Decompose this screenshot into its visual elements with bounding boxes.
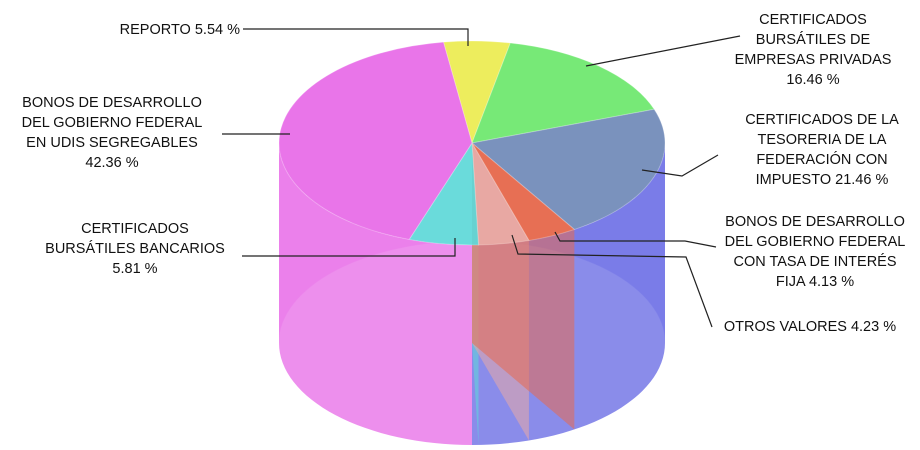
slice-label: BONOS DE DESARROLLO DEL GOBIERNO FEDERAL C… — [725, 214, 906, 290]
pie-slice — [470, 108, 666, 231]
cylinder-side-left — [279, 143, 472, 445]
leader-line — [585, 35, 741, 67]
slice-label: CERTIFICADOS BURSÁTILES BANCARIOS 5.81 % — [45, 221, 225, 277]
cylinder-top — [278, 40, 666, 246]
leader-line — [243, 28, 469, 46]
slice-label-line: 16.46 % — [786, 72, 839, 88]
pie-slice — [471, 42, 655, 144]
slice-label: OTROS VALORES 4.23 % — [724, 319, 896, 335]
slice-label-line: BURSÁTILES DE — [756, 31, 871, 48]
leader-line — [641, 154, 719, 177]
slice-label: BONOS DE DESARROLLO DEL GOBIERNO FEDERAL E… — [22, 95, 203, 171]
slice-label-line: FEDERACIÓN CON — [756, 151, 887, 168]
slice-label-line: REPORTO 5.54 % — [120, 22, 240, 38]
cylinder-body — [278, 143, 666, 446]
slice-label-line: CERTIFICADOS DE LA — [745, 112, 899, 128]
leader-line — [511, 234, 713, 328]
slice-label-line: FIJA 4.13 % — [776, 274, 854, 290]
slice-label-line: BONOS DE DESARROLLO — [22, 95, 202, 111]
slice-label-line: OTROS VALORES 4.23 % — [724, 319, 896, 335]
slice-label-line: BONOS DE DESARROLLO — [725, 214, 905, 230]
slice-label-line: CERTIFICADOS — [759, 12, 867, 28]
slice-label: REPORTO 5.54 % — [120, 22, 240, 38]
slice-label-line: EN UDIS SEGREGABLES — [26, 135, 198, 151]
slice-label-line: CERTIFICADOS — [81, 221, 189, 237]
slice-label: CERTIFICADOS DE LA TESORERIA DE LA FEDERAC… — [745, 112, 899, 188]
slice-label: CERTIFICADOS BURSÁTILES DE EMPRESAS PRIVAD… — [735, 12, 892, 88]
slice-label-line: TESORERIA DE LA — [758, 132, 887, 148]
pie-slice — [442, 40, 511, 145]
pie-slice — [471, 142, 530, 246]
slice-labels: REPORTO 5.54 % CERTIFICADOS BURSÁTILES DE E… — [22, 12, 906, 335]
pie-slice — [408, 141, 480, 246]
slice-label-line: EMPRESAS PRIVADAS — [735, 52, 892, 68]
slice-label-line: 42.36 % — [85, 155, 138, 171]
slice-label-line: DEL GOBIERNO FEDERAL — [22, 115, 203, 131]
slice-label-line: CON TASA DE INTERÉS — [733, 253, 896, 270]
leader-line — [242, 238, 456, 257]
slice-label-line: DEL GOBIERNO FEDERAL — [725, 234, 906, 250]
slice-label-line: 5.81 % — [112, 261, 157, 277]
leader-line — [554, 231, 717, 248]
slice-label-line: IMPUESTO 21.46 % — [756, 172, 889, 188]
slice-label-line: BURSÁTILES BANCARIOS — [45, 240, 225, 257]
pie-slice — [471, 142, 576, 242]
